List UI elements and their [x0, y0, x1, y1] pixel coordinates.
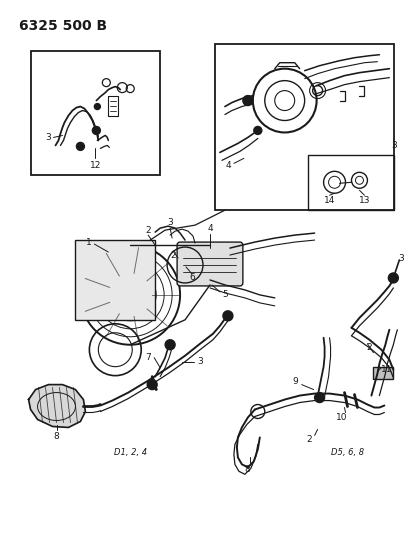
- Circle shape: [388, 273, 398, 283]
- Circle shape: [223, 311, 233, 321]
- FancyBboxPatch shape: [177, 242, 243, 286]
- Text: 10: 10: [336, 413, 347, 422]
- Circle shape: [76, 142, 84, 150]
- Text: D1, 2, 4: D1, 2, 4: [114, 448, 147, 457]
- Text: 1: 1: [86, 238, 91, 247]
- Circle shape: [92, 126, 100, 134]
- Bar: [31, 51, 160, 175]
- Text: 2: 2: [145, 225, 151, 235]
- Bar: [215, 44, 395, 210]
- Text: 13: 13: [359, 196, 370, 205]
- Text: 6325 500 B: 6325 500 B: [19, 19, 107, 33]
- Bar: [373, 367, 393, 378]
- Bar: [75, 240, 155, 320]
- Bar: [308, 156, 395, 210]
- Text: 3: 3: [399, 254, 404, 263]
- Text: 8: 8: [244, 465, 250, 474]
- Text: 5: 5: [222, 290, 228, 300]
- Circle shape: [254, 126, 262, 134]
- Text: 3: 3: [46, 133, 51, 142]
- Text: 3: 3: [197, 357, 203, 366]
- Circle shape: [165, 340, 175, 350]
- Text: 7: 7: [145, 353, 151, 362]
- Text: 4: 4: [207, 224, 213, 232]
- Text: 2: 2: [307, 435, 313, 444]
- Circle shape: [315, 393, 325, 402]
- Text: 2: 2: [170, 251, 176, 260]
- Circle shape: [94, 103, 100, 110]
- Text: 9: 9: [293, 377, 299, 386]
- Text: 3: 3: [167, 217, 173, 227]
- Text: 6: 6: [189, 273, 195, 282]
- Text: 2: 2: [367, 343, 372, 352]
- Text: 4: 4: [225, 161, 231, 170]
- Text: 11: 11: [381, 365, 392, 374]
- Text: 8: 8: [53, 432, 60, 441]
- Circle shape: [147, 379, 157, 390]
- Text: 3: 3: [391, 141, 397, 150]
- Text: D5, 6, 8: D5, 6, 8: [331, 448, 364, 457]
- Polygon shape: [29, 385, 85, 427]
- Text: 14: 14: [324, 196, 335, 205]
- Circle shape: [243, 95, 253, 106]
- Text: 12: 12: [90, 161, 101, 170]
